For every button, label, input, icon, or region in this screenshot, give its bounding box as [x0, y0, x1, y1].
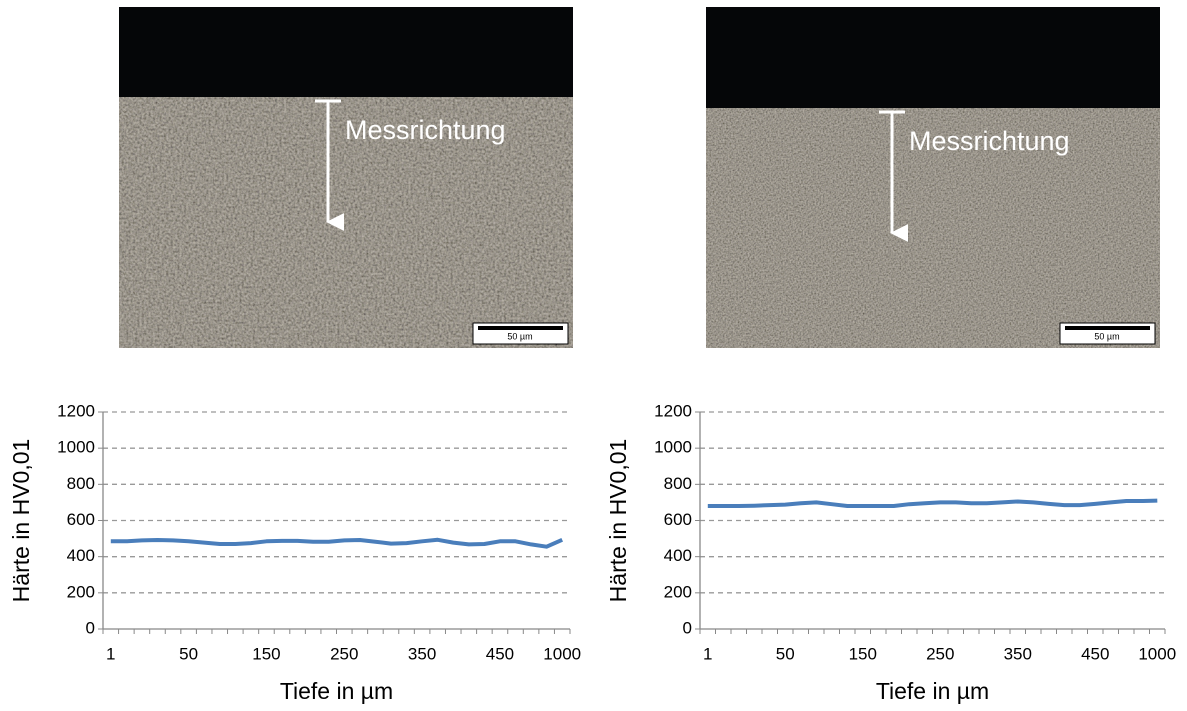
embedding-region	[706, 7, 1160, 108]
x-tick-label: 350	[1004, 644, 1032, 663]
data-line	[110, 537, 564, 549]
x-tick-label: 450	[1081, 644, 1109, 663]
y-axis-title: Härte in HV0,01	[605, 439, 631, 603]
x-tick-label: 150	[252, 644, 280, 663]
x-tick-label: 250	[330, 644, 358, 663]
x-tick-label: 1000	[543, 644, 581, 663]
x-tick-label: 50	[179, 644, 198, 663]
x-tick-label: 1	[106, 644, 115, 663]
direction-label: Messrichtung	[909, 126, 1070, 156]
y-tick-label: 400	[67, 546, 95, 565]
y-tick-label: 600	[67, 510, 95, 529]
y-tick-label: 800	[67, 474, 95, 493]
scale-bar-label: 50 µm	[1094, 331, 1119, 341]
y-tick-label: 0	[86, 618, 95, 637]
embedding-region	[119, 7, 573, 97]
y-tick-label: 200	[67, 582, 95, 601]
x-axis-title: Tiefe in µm	[876, 678, 989, 704]
x-tick-label: 50	[776, 644, 795, 663]
y-tick-label: 1200	[654, 401, 692, 420]
x-tick-label: 1000	[1138, 644, 1176, 663]
y-tick-label: 400	[664, 546, 692, 565]
x-tick-label: 250	[926, 644, 954, 663]
scale-bar	[1065, 326, 1150, 330]
x-tick-label: 350	[408, 644, 436, 663]
x-tick-label: 450	[486, 644, 514, 663]
y-tick-label: 1000	[57, 438, 95, 457]
y-tick-label: 200	[664, 582, 692, 601]
scale-bar	[478, 326, 563, 330]
x-tick-label: 1	[703, 644, 712, 663]
y-tick-label: 1200	[57, 401, 95, 420]
y-tick-label: 600	[664, 510, 692, 529]
direction-label: Messrichtung	[345, 115, 506, 145]
x-tick-label: 150	[849, 644, 877, 663]
scale-bar-label: 50 µm	[507, 331, 532, 341]
x-axis-title: Tiefe in µm	[280, 678, 393, 704]
y-tick-label: 1000	[654, 438, 692, 457]
y-axis-title: Härte in HV0,01	[8, 439, 34, 603]
y-tick-label: 800	[664, 474, 692, 493]
data-line	[707, 498, 1158, 508]
y-tick-label: 0	[683, 618, 692, 637]
